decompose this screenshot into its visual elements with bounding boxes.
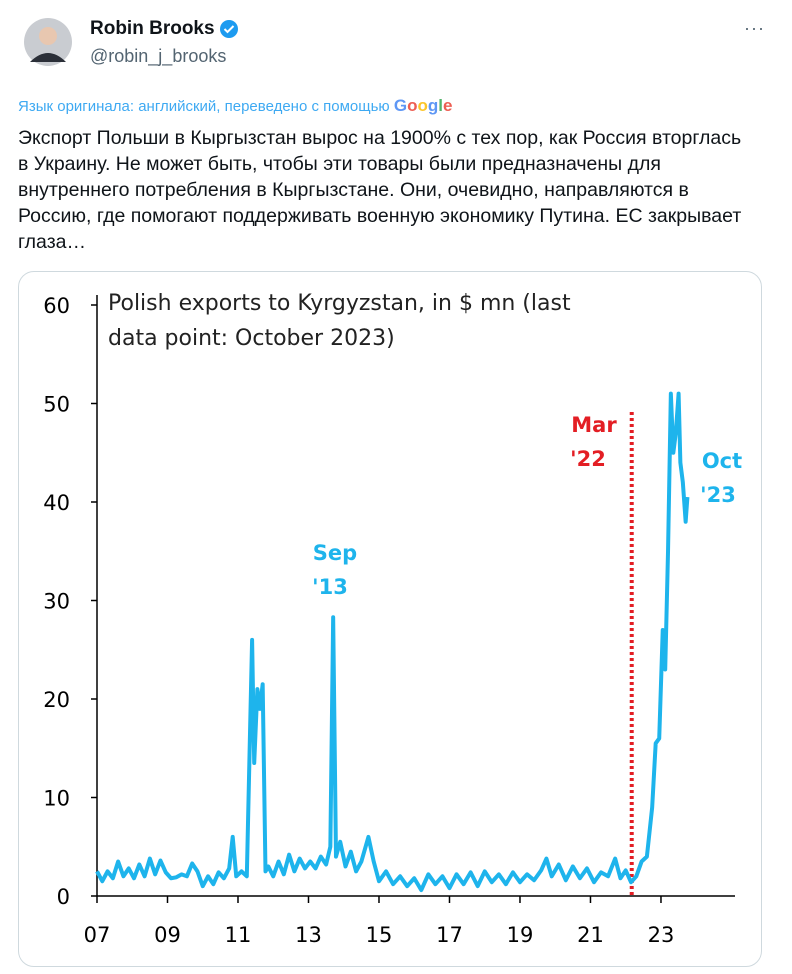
author-handle[interactable]: @robin_j_brooks [90,46,227,66]
annotation: '23 [700,483,736,507]
annotation: Oct [702,449,742,473]
x-tick-label: 07 [84,923,111,947]
y-tick-label: 40 [43,491,70,515]
x-tick-label: 09 [154,923,181,947]
y-tick-label: 10 [43,787,70,811]
y-tick-label: 20 [43,688,70,712]
y-tick-label: 60 [43,294,70,318]
avatar-face [39,27,57,45]
author-name[interactable]: Robin Brooks [90,18,215,39]
y-tick-label: 50 [43,393,70,417]
verified-check [223,25,235,34]
x-tick-label: 15 [366,923,393,947]
translation-note[interactable]: Язык оригинала: английский, переведено с… [18,96,452,116]
x-tick-label: 17 [436,923,463,947]
chart-title: Polish exports to Kyrgyzstan, in $ mn (l… [108,291,571,316]
x-tick-label: 19 [507,923,534,947]
x-tick-label: 23 [648,923,675,947]
tweet-text: Экспорт Польши в Кыргызстан вырос на 190… [18,127,742,253]
google-logo: Google [393,96,453,115]
annotation: Sep [313,541,357,565]
annotation: '13 [312,575,348,599]
y-tick-label: 30 [43,590,70,614]
more-button[interactable]: ··· [744,18,765,38]
chart-title: data point: October 2023) [108,326,395,351]
y-tick-label: 0 [57,885,70,909]
annotation: Mar [571,413,617,437]
data-line [95,391,690,893]
x-tick-label: 13 [295,923,322,947]
plot: Polish exports to Kyrgyzstan, in $ mn (l… [108,291,742,599]
x-tick-label: 11 [225,923,252,947]
verified-badge [220,20,238,38]
translation-text: Язык оригинала: английский, переведено с… [18,98,390,115]
avatar-suit [30,53,66,62]
annotation: '22 [570,447,606,471]
media-card[interactable] [18,271,762,967]
x-tick-label: 21 [577,923,604,947]
